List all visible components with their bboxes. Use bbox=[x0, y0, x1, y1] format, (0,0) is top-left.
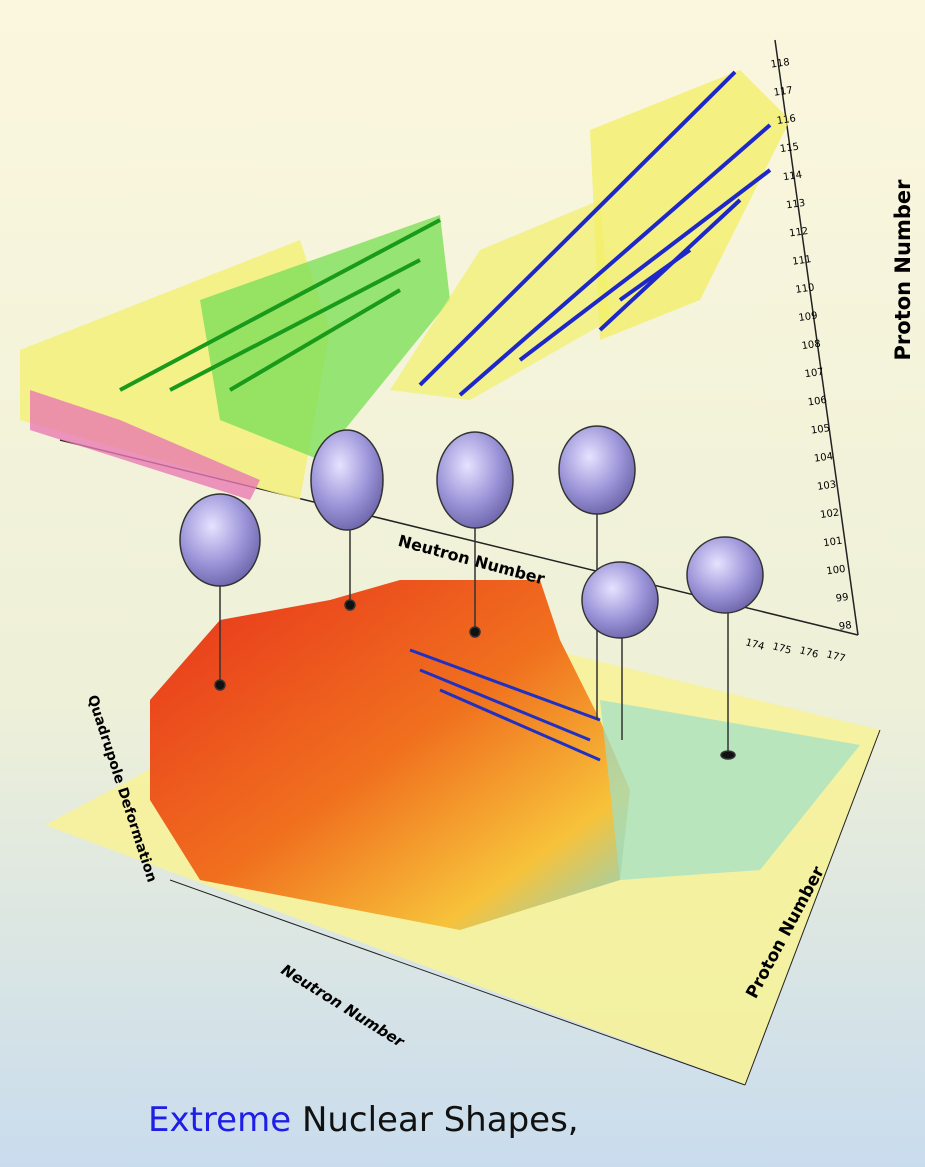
caption-text: Nuclear Shapes, bbox=[302, 1100, 579, 1140]
caption-highlight: Extreme bbox=[148, 1100, 291, 1140]
page: Proton Number Neutron Number Neutron Num… bbox=[0, 0, 925, 1167]
axis-label: Proton Number bbox=[891, 179, 915, 361]
caption: Extreme Nuclear Shapes, bbox=[148, 1100, 579, 1140]
illustration: Proton Number Neutron Number Neutron Num… bbox=[0, 0, 925, 1167]
y-tick-label: 98 bbox=[838, 620, 852, 633]
y-tick-label: 99 bbox=[835, 592, 849, 605]
